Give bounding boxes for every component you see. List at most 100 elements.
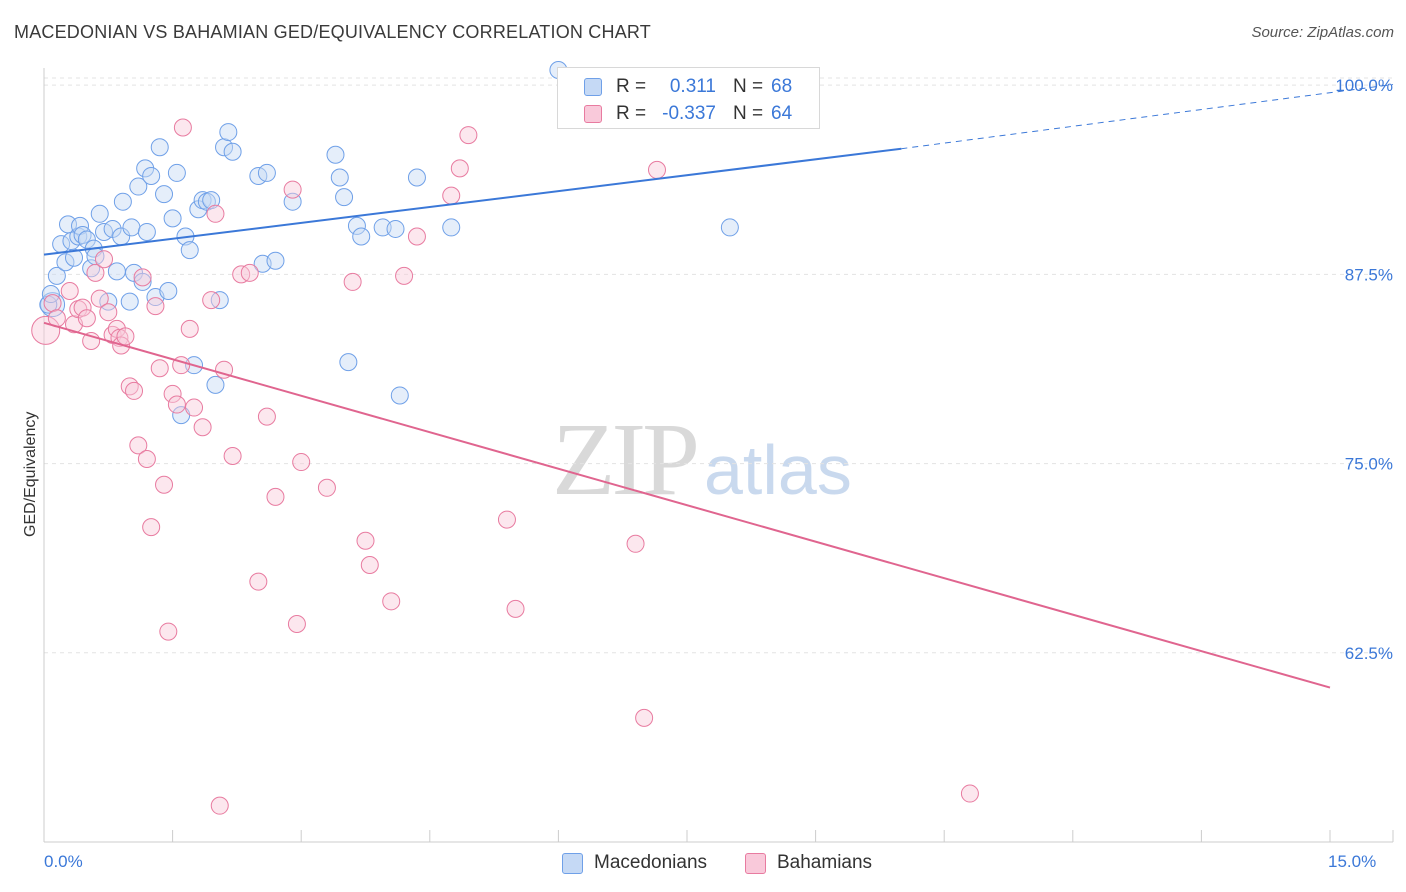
macedonian-point	[65, 248, 84, 267]
bahamian-point	[626, 534, 645, 553]
bahamian-point	[185, 398, 204, 417]
macedonian-point	[56, 253, 75, 272]
bahamian-point	[116, 327, 135, 346]
bahamian-point	[159, 622, 178, 641]
y-tick-label: 75.0%	[1345, 455, 1393, 474]
correlation-legend: R = 0.311 N = 68 R = -0.337 N = 64	[557, 67, 820, 129]
legend-n-value: 64	[771, 103, 793, 124]
macedonian-point	[720, 218, 739, 237]
bahamian-point	[86, 263, 105, 282]
legend-n-value: 68	[771, 76, 793, 97]
x-tick-label-max: 15.0%	[1328, 852, 1377, 871]
bahamian-point	[142, 518, 161, 537]
macedonian-point	[202, 191, 221, 210]
macedonian-point	[330, 168, 349, 187]
bahamian-point	[240, 263, 259, 282]
macedonian-point	[150, 138, 169, 157]
y-tick-label: 87.5%	[1345, 265, 1393, 284]
legend-n-label: N =	[733, 103, 764, 124]
bahamian-point	[210, 796, 229, 815]
bahamian-trend-line	[43, 321, 1331, 689]
bahamian-point	[283, 180, 302, 199]
bahamian-point	[99, 303, 118, 322]
bahamian-point	[356, 531, 375, 550]
bottom-legend-swatch-macedonians	[562, 853, 583, 874]
bottom-legend-label-bahamians: Bahamians	[777, 852, 873, 873]
bahamian-point	[287, 615, 306, 634]
macedonian-point	[223, 142, 242, 161]
bahamian-point	[249, 572, 268, 591]
macedonian-point	[167, 163, 186, 182]
chart-title: MACEDONIAN VS BAHAMIAN GED/EQUIVALENCY C…	[14, 22, 651, 42]
bahamian-point	[459, 126, 478, 145]
macedonian-point	[120, 292, 139, 311]
macedonian-point	[339, 353, 358, 372]
bahamian-point	[343, 272, 362, 291]
y-tick-label: 62.5%	[1345, 644, 1393, 663]
bottom-legend-swatch-bahamians	[745, 853, 766, 874]
bahamian-point	[266, 487, 285, 506]
macedonian-point	[335, 188, 354, 207]
bahamian-point	[150, 359, 169, 378]
macedonian-point	[129, 177, 148, 196]
macedonian-point	[219, 123, 238, 142]
bottom-legend-label-macedonians: Macedonians	[594, 852, 708, 873]
macedonian-point	[137, 222, 156, 241]
bahamian-point	[167, 395, 186, 414]
legend-r-label: R =	[616, 103, 647, 124]
bahamian-point	[317, 478, 336, 497]
macedonian-trend-extension	[901, 83, 1394, 150]
macedonian-trend-line	[43, 147, 902, 256]
watermark: ZIP atlas	[552, 400, 852, 519]
macedonian-point	[347, 216, 366, 235]
bahamian-point	[173, 118, 192, 137]
bahamian-point	[90, 289, 109, 308]
bahamian-point	[129, 436, 148, 455]
legend-row-macedonians: R = 0.311 N = 68	[558, 75, 819, 101]
bahamian-point	[206, 204, 225, 223]
bahamian-point	[163, 384, 182, 403]
bahamian-point	[647, 160, 666, 179]
watermark-atlas: atlas	[704, 431, 852, 509]
macedonian-point	[386, 219, 405, 238]
macedonian-point	[215, 138, 234, 157]
macedonian-point	[390, 386, 409, 405]
bahamian-point	[635, 708, 654, 727]
macedonian-point	[142, 166, 161, 185]
bahamian-point	[95, 250, 114, 269]
macedonian-point	[113, 192, 132, 211]
legend-row-bahamians: R = -0.337 N = 64	[558, 102, 819, 128]
macedonian-point	[133, 272, 152, 291]
macedonian-point	[206, 375, 225, 394]
legend-n-label: N =	[733, 76, 764, 97]
macedonian-point	[257, 163, 276, 182]
bahamian-point	[960, 784, 979, 803]
legend-swatch-macedonians	[584, 78, 602, 96]
bahamian-point	[382, 592, 401, 611]
bahamian-point	[223, 447, 242, 465]
bahamian-point	[60, 282, 79, 301]
bahamian-point	[292, 453, 311, 472]
macedonian-point	[352, 227, 371, 246]
macedonian-point	[266, 251, 285, 270]
bahamian-point	[257, 407, 276, 426]
bahamian-point	[180, 319, 199, 338]
legend-r-label: R =	[616, 76, 647, 97]
bahamian-point	[125, 381, 144, 400]
macedonian-point	[326, 145, 345, 164]
macedonian-point	[155, 185, 174, 204]
macedonian-point	[180, 241, 199, 260]
bahamian-point	[442, 186, 461, 205]
bahamian-point	[146, 297, 165, 316]
macedonian-point	[77, 230, 96, 249]
bahamian-point	[407, 227, 426, 246]
legend-swatch-bahamians	[584, 105, 602, 123]
macedonian-point	[90, 204, 109, 223]
legend-r-value: -0.337	[662, 103, 716, 124]
legend-r-value: 0.311	[669, 76, 716, 97]
bahamian-point	[360, 555, 379, 574]
bahamian-point	[450, 159, 469, 178]
bahamian-point	[73, 298, 92, 317]
bahamian-point	[133, 268, 152, 287]
